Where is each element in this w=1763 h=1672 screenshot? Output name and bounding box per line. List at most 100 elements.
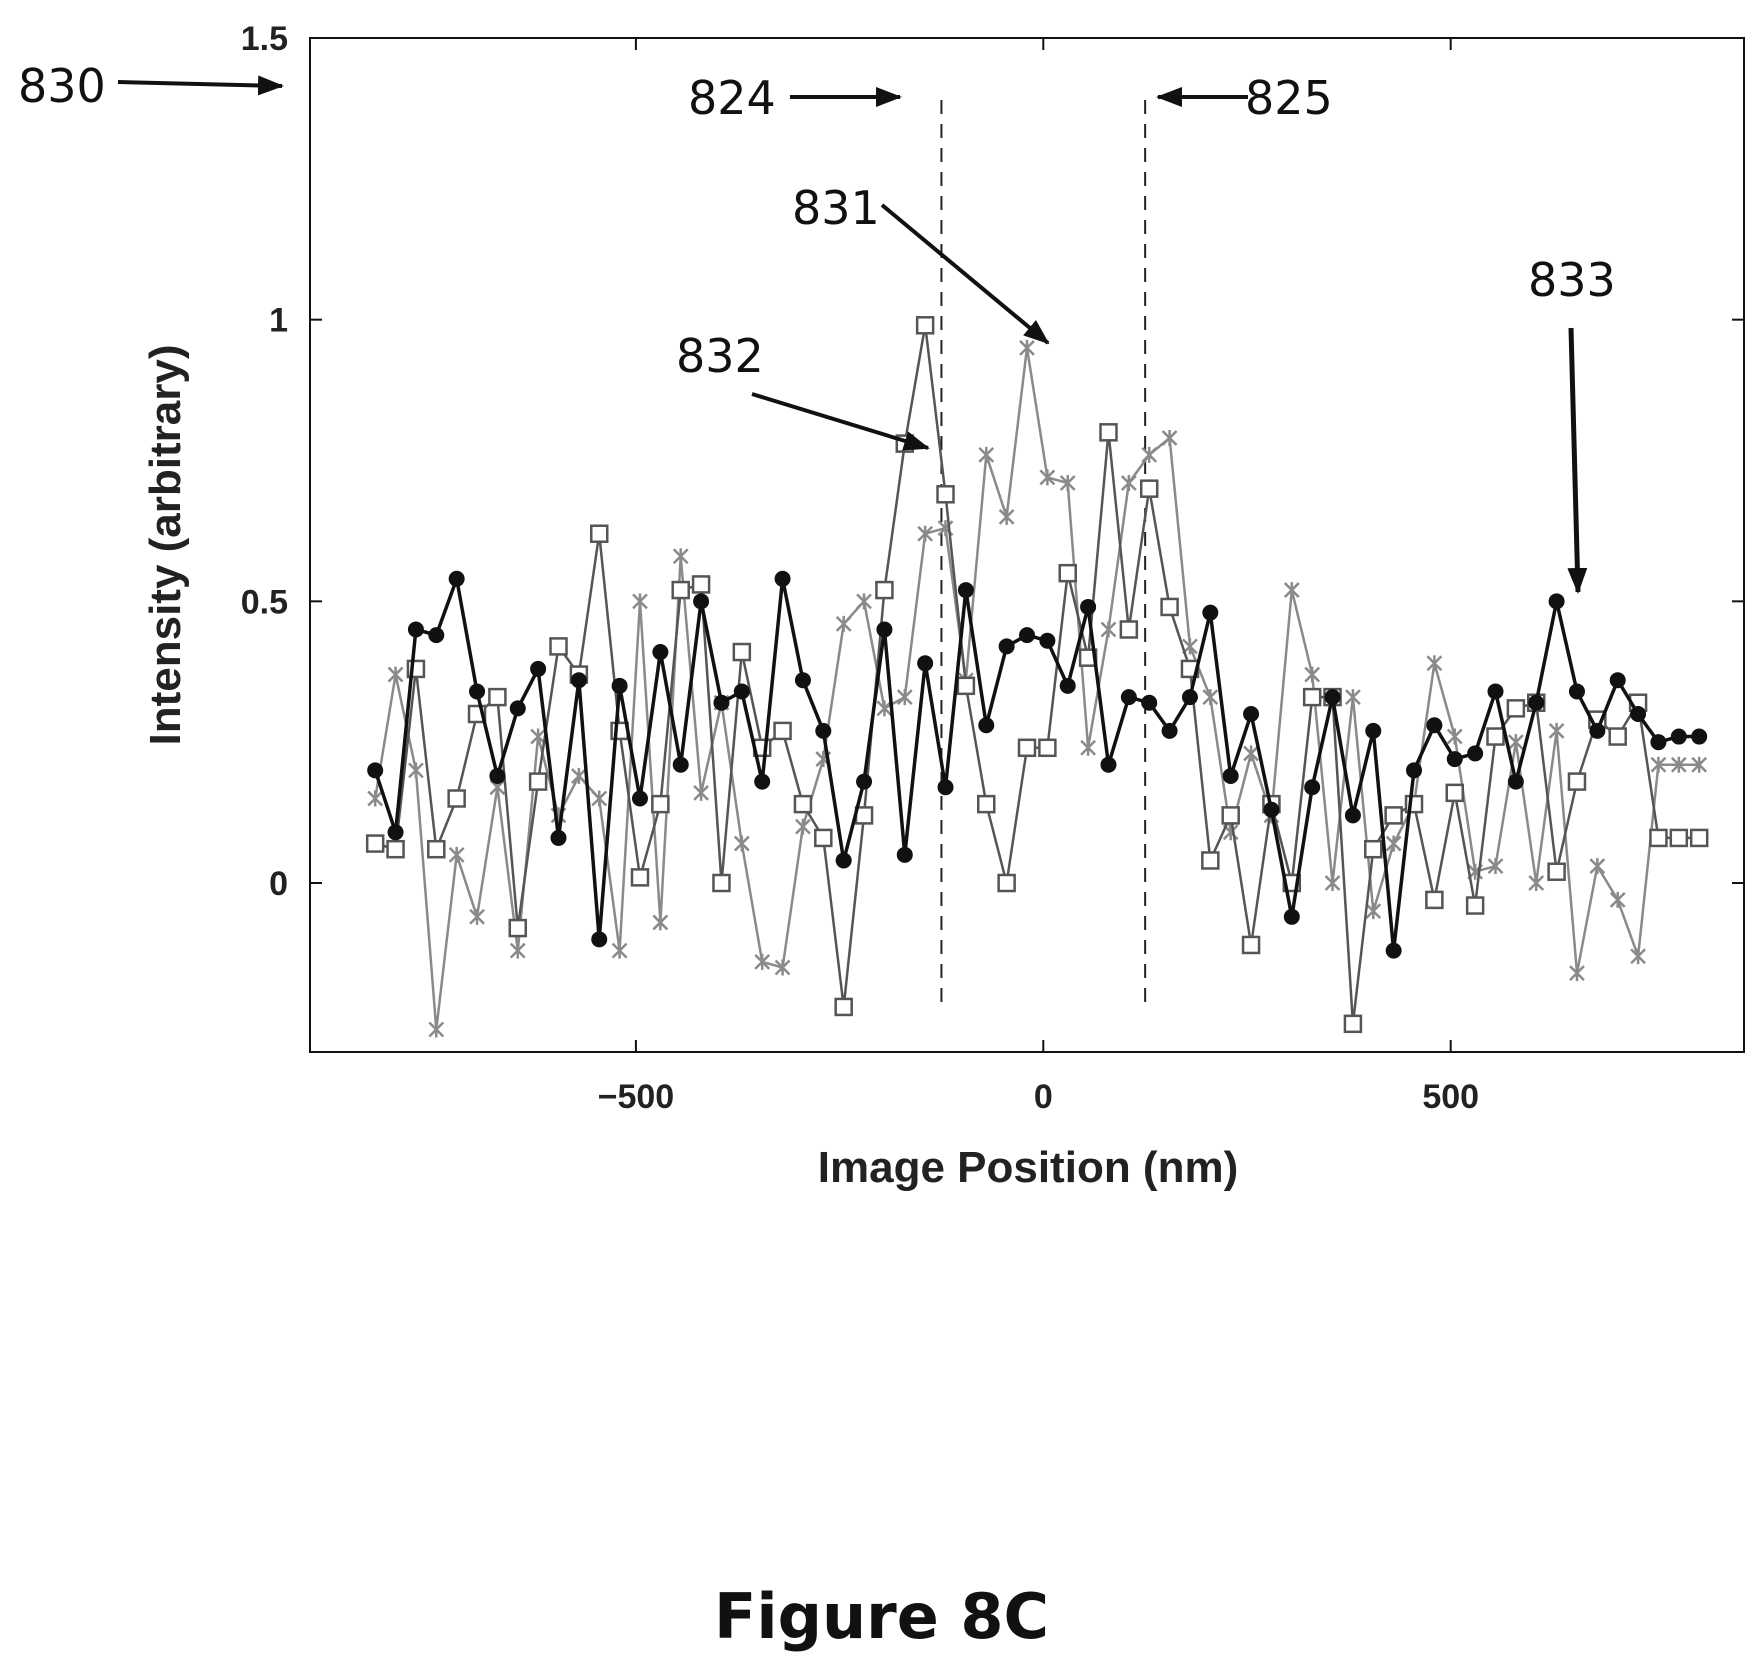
data-point bbox=[733, 835, 750, 852]
data-point bbox=[1670, 728, 1687, 745]
data-point bbox=[1446, 751, 1463, 768]
data-point bbox=[691, 575, 711, 594]
data-point bbox=[875, 580, 894, 600]
data-point bbox=[1302, 687, 1322, 707]
data-series bbox=[365, 316, 1709, 1038]
plot-area bbox=[309, 37, 1745, 1053]
y-axis-label: Intensity (arbitrary) bbox=[141, 345, 190, 746]
data-point bbox=[1609, 891, 1626, 908]
y-tick-label: 0.5 bbox=[241, 583, 288, 621]
data-point bbox=[632, 593, 648, 610]
data-point bbox=[1507, 734, 1524, 751]
data-point bbox=[815, 722, 832, 739]
data-point bbox=[978, 446, 995, 463]
data-point bbox=[1670, 756, 1687, 773]
figure-caption: Figure 8C bbox=[714, 1580, 1049, 1653]
data-point bbox=[793, 794, 813, 814]
data-point bbox=[1304, 666, 1321, 683]
data-point bbox=[1161, 429, 1178, 446]
data-point bbox=[773, 721, 792, 741]
data-point bbox=[1548, 593, 1565, 610]
data-point bbox=[856, 773, 873, 790]
data-point bbox=[386, 839, 405, 859]
data-point bbox=[1058, 563, 1077, 583]
ref-label-825: 825 bbox=[1245, 71, 1333, 125]
data-point bbox=[1019, 339, 1035, 356]
data-point bbox=[915, 316, 935, 335]
series-x bbox=[367, 339, 1708, 1038]
data-point bbox=[834, 997, 853, 1017]
data-point bbox=[693, 593, 710, 610]
data-point bbox=[1120, 475, 1137, 492]
data-point bbox=[447, 789, 466, 808]
ref-label-833: 833 bbox=[1528, 253, 1616, 307]
series-line bbox=[374, 324, 1700, 1026]
ref-label-824: 824 bbox=[688, 71, 776, 125]
data-point bbox=[1609, 672, 1626, 689]
data-point bbox=[570, 672, 587, 689]
y-tick-label: 1.5 bbox=[241, 20, 288, 58]
data-point bbox=[1202, 689, 1219, 706]
data-point bbox=[1243, 745, 1259, 762]
data-point bbox=[1608, 727, 1627, 746]
data-point bbox=[937, 779, 954, 796]
ref-arrow-832 bbox=[751, 392, 930, 451]
data-point bbox=[1283, 908, 1300, 925]
data-point bbox=[1059, 677, 1076, 694]
data-point bbox=[835, 852, 852, 869]
data-point bbox=[1528, 694, 1545, 711]
data-point bbox=[712, 873, 731, 893]
data-point bbox=[1019, 627, 1035, 644]
x-axis-label: Image Position (nm) bbox=[818, 1143, 1238, 1192]
data-point bbox=[814, 828, 833, 848]
data-point bbox=[1221, 806, 1240, 825]
data-point bbox=[896, 846, 913, 863]
data-point bbox=[1589, 858, 1606, 875]
data-point bbox=[509, 700, 526, 717]
data-point bbox=[428, 627, 445, 644]
data-point bbox=[1507, 773, 1524, 790]
data-point bbox=[1486, 727, 1505, 746]
data-point bbox=[1365, 722, 1382, 739]
data-point bbox=[1017, 738, 1037, 758]
data-point bbox=[591, 790, 608, 807]
data-point bbox=[1547, 862, 1566, 881]
data-point bbox=[997, 873, 1016, 893]
data-point bbox=[1691, 756, 1708, 773]
data-point bbox=[591, 931, 608, 948]
data-point bbox=[917, 655, 934, 672]
data-point bbox=[550, 829, 567, 846]
data-point bbox=[509, 942, 526, 959]
ref-arrow-833 bbox=[1567, 327, 1588, 594]
dashed-markers bbox=[940, 99, 1147, 1007]
data-point bbox=[1139, 479, 1159, 498]
data-point bbox=[469, 683, 486, 700]
data-point bbox=[1548, 722, 1565, 739]
data-point bbox=[1100, 756, 1117, 773]
data-point bbox=[1263, 801, 1280, 818]
data-point bbox=[957, 582, 974, 599]
data-point bbox=[1201, 851, 1220, 870]
data-point bbox=[469, 908, 485, 925]
data-point bbox=[1445, 783, 1465, 803]
data-point bbox=[1689, 828, 1709, 848]
data-point bbox=[1487, 683, 1504, 700]
data-point bbox=[1384, 806, 1403, 825]
data-point bbox=[754, 773, 771, 790]
y-tick-label: 0 bbox=[269, 865, 288, 903]
data-point bbox=[978, 717, 995, 734]
data-point bbox=[1100, 621, 1117, 638]
series-dot bbox=[367, 570, 1708, 959]
data-point bbox=[754, 953, 771, 970]
data-point bbox=[1426, 655, 1443, 672]
data-point bbox=[1324, 689, 1341, 706]
data-point bbox=[794, 672, 811, 689]
data-point bbox=[1161, 722, 1178, 739]
data-point bbox=[876, 700, 893, 717]
data-point bbox=[427, 839, 446, 859]
data-point bbox=[611, 942, 628, 959]
data-point bbox=[1385, 835, 1402, 852]
data-point bbox=[1506, 699, 1526, 718]
data-point bbox=[570, 767, 587, 784]
